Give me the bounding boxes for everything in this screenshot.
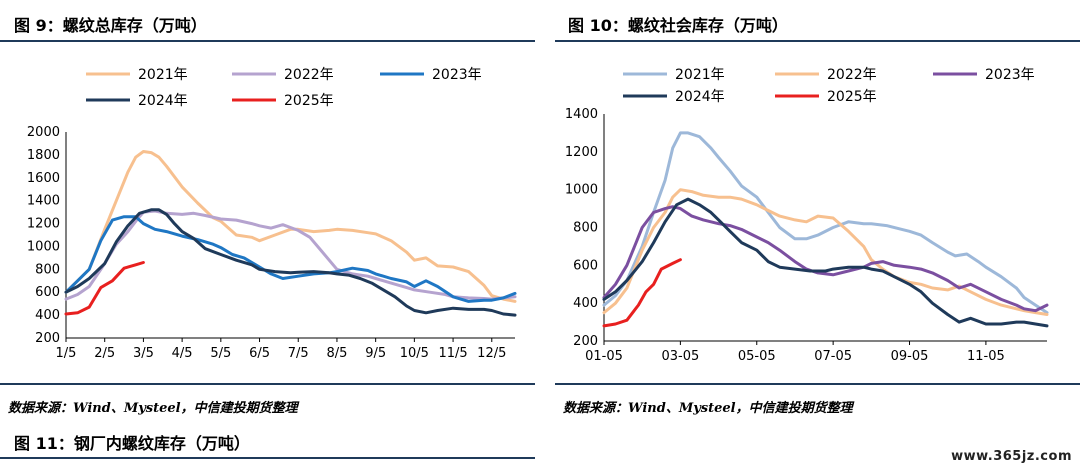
x-tick-label: 09-05: [891, 349, 929, 364]
legend-label: 2023年: [432, 67, 482, 83]
fig10-chart: 200 400 600 800 1000 1200 1400 01-05 03-05 05-05 0…: [565, 67, 1049, 364]
y-tick-label: 2000: [27, 125, 60, 140]
legend-label: 2022年: [827, 67, 877, 83]
x-tick-label: 11/5: [438, 346, 467, 361]
series-line-2022年: [602, 188, 1049, 316]
fig9-title-rule: [0, 40, 535, 42]
y-tick-label: 1400: [565, 107, 598, 122]
y-tick-label: 1200: [565, 145, 598, 160]
y-tick-label: 1000: [27, 239, 60, 254]
legend-label: 2022年: [284, 67, 334, 83]
y-tick-label: 1000: [565, 183, 598, 198]
x-tick-label: 8/5: [326, 346, 347, 361]
x-tick-label: 1/5: [56, 346, 77, 361]
fig10-title-rule: [555, 40, 1080, 42]
series-line-2021年: [64, 150, 517, 303]
x-tick-label: 12/5: [477, 346, 506, 361]
y-tick-label: 600: [35, 285, 60, 300]
x-tick-label: 11-05: [967, 349, 1005, 364]
y-tick-label: 200: [35, 331, 60, 346]
x-tick-label: 03-05: [661, 349, 699, 364]
y-tick-label: 800: [35, 262, 60, 277]
fig9-chart: 200 400 600 800 1000 1200 1400 1600 1800 2000 1/5 2…: [27, 67, 517, 361]
legend-label: 2023年: [985, 67, 1035, 83]
y-tick-label: 1800: [27, 148, 60, 163]
fig9-bottom-rule: [0, 383, 535, 385]
x-tick-label: 7/5: [288, 346, 309, 361]
series-line-2021年: [602, 131, 1049, 315]
legend-label: 2021年: [138, 67, 188, 83]
fig11-title: 图 11：钢厂内螺纹库存（万吨）: [14, 434, 250, 453]
x-tick-label: 3/5: [133, 346, 154, 361]
fig9-title: 图 9：螺纹总库存（万吨）: [14, 16, 207, 35]
series-line-2024年: [64, 208, 517, 317]
legend-label: 2025年: [827, 89, 877, 105]
y-tick-label: 600: [573, 258, 598, 273]
fig10-title: 图 10：螺纹社会库存（万吨）: [568, 16, 788, 35]
series-line-2025年: [602, 258, 682, 328]
fig10-bottom-rule: [555, 383, 1080, 385]
x-tick-label: 01-05: [585, 349, 623, 364]
x-tick-label: 10/5: [400, 346, 429, 361]
watermark: www.365jz.com: [951, 449, 1072, 464]
y-tick-label: 1200: [27, 217, 60, 232]
legend-label: 2025年: [284, 93, 334, 109]
y-tick-label: 1400: [27, 194, 60, 209]
series-line-2024年: [602, 197, 1049, 328]
legend-label: 2021年: [675, 67, 725, 83]
x-tick-label: 4/5: [172, 346, 193, 361]
series-line-2025年: [64, 261, 145, 316]
fig11-title-rule: [0, 457, 535, 459]
y-tick-label: 1600: [27, 171, 60, 186]
x-tick-label: 05-05: [738, 349, 776, 364]
x-tick-label: 5/5: [210, 346, 231, 361]
fig10-source-note: 数据来源：Wind、Mysteel，中信建投期货整理: [563, 401, 853, 416]
fig9-source-note: 数据来源：Wind、Mysteel，中信建投期货整理: [8, 401, 298, 416]
x-tick-label: 6/5: [249, 346, 270, 361]
x-tick-label: 9/5: [365, 346, 386, 361]
x-tick-label: 2/5: [94, 346, 115, 361]
y-tick-label: 400: [573, 296, 598, 311]
series-line-2023年: [602, 205, 1049, 313]
y-tick-label: 800: [573, 221, 598, 236]
y-tick-label: 400: [35, 308, 60, 323]
series-line-2022年: [64, 209, 517, 301]
y-tick-label: 200: [573, 334, 598, 349]
legend-label: 2024年: [138, 93, 188, 109]
legend-label: 2024年: [675, 89, 725, 105]
x-tick-label: 07-05: [814, 349, 852, 364]
